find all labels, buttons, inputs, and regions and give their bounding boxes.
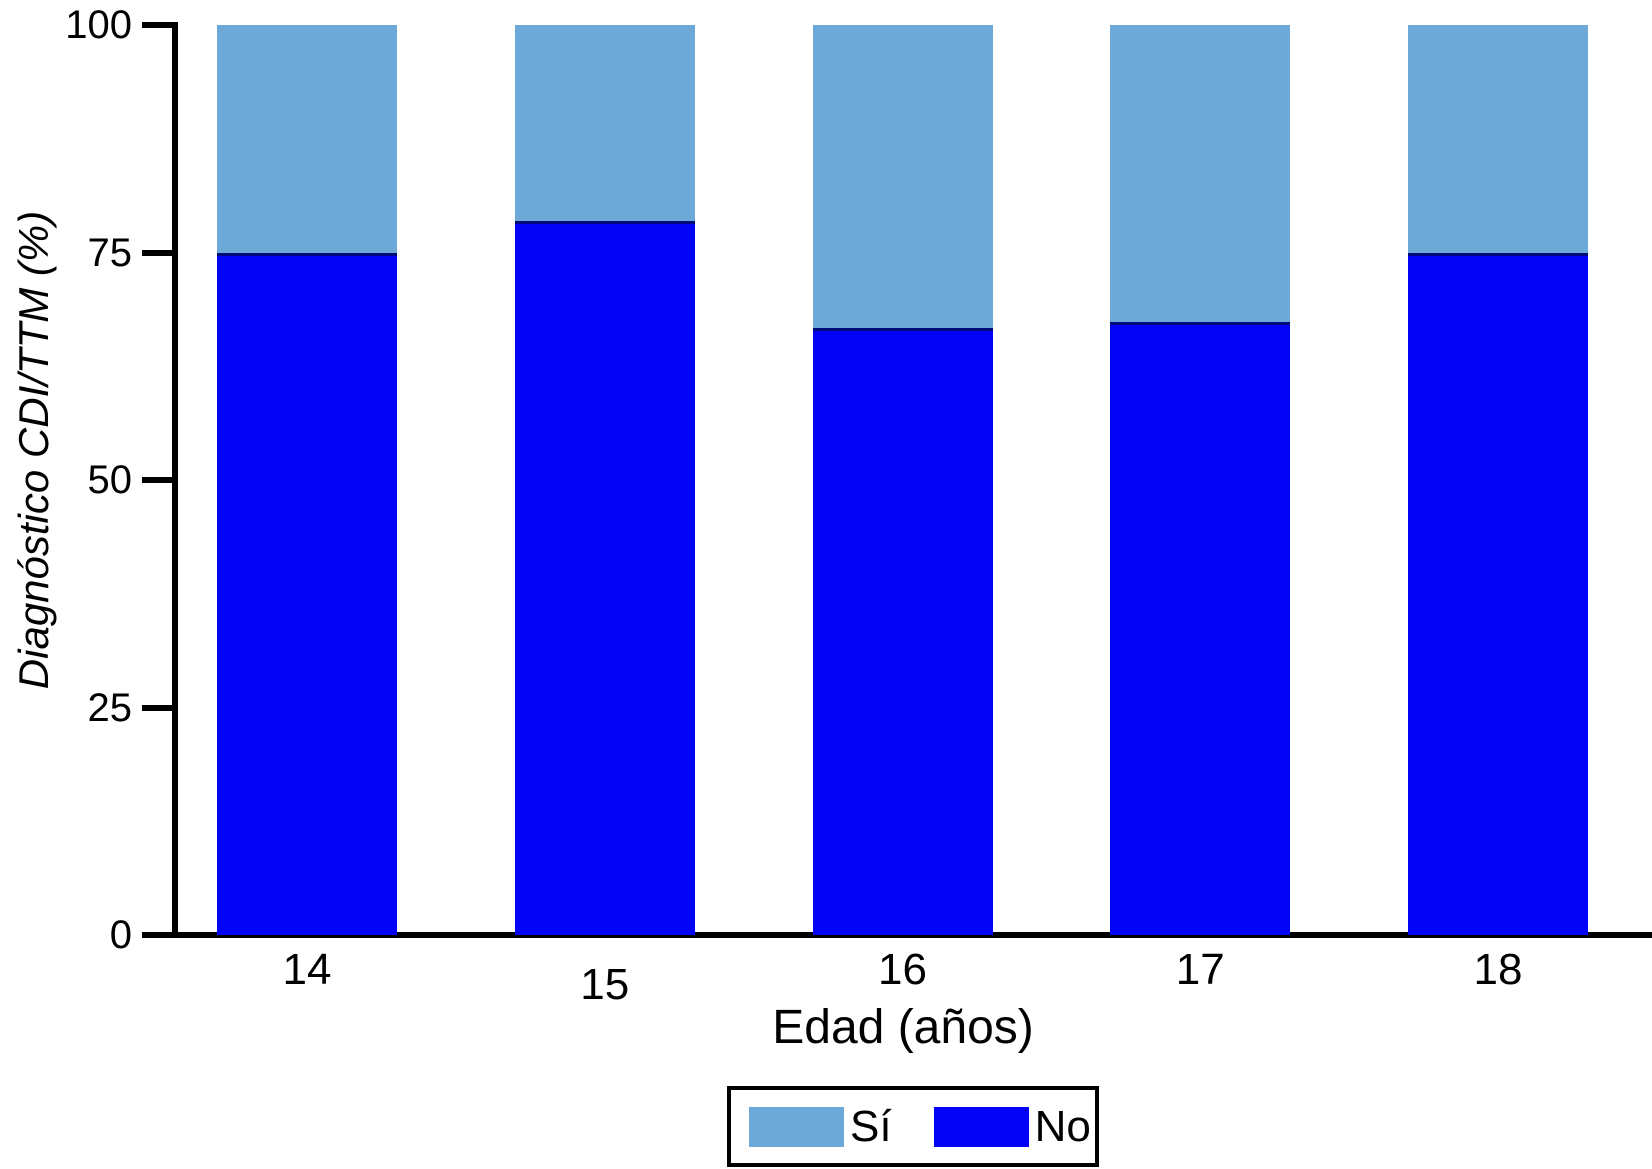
x-axis-line bbox=[172, 932, 1652, 938]
y-tick-label-100: 100 bbox=[65, 3, 132, 47]
y-tick-100 bbox=[142, 22, 178, 28]
y-tick-25 bbox=[142, 704, 178, 711]
bar-16-segment-No bbox=[812, 328, 993, 935]
legend: Sí No bbox=[727, 1086, 1099, 1167]
legend-label-Sí: Sí bbox=[850, 1101, 892, 1151]
x-axis-title: Edad (años) bbox=[772, 1001, 1034, 1054]
legend-label-No: No bbox=[1034, 1101, 1091, 1151]
x-tick-label-16: 16 bbox=[878, 945, 927, 994]
bar-18-segment-No bbox=[1408, 252, 1588, 935]
x-tick-label-18: 18 bbox=[1473, 945, 1523, 994]
legend-item-Sí: Sí bbox=[749, 1101, 892, 1151]
x-tick-label-17: 17 bbox=[1175, 945, 1225, 994]
bar-17-segment-No bbox=[1110, 321, 1291, 935]
y-tick-label-50: 50 bbox=[87, 458, 133, 502]
legend-item-No: No bbox=[933, 1101, 1091, 1151]
y-tick-label-0: 0 bbox=[109, 913, 132, 957]
x-tick-label-15: 15 bbox=[580, 960, 630, 1009]
y-tick-label-25: 25 bbox=[87, 685, 133, 730]
y-tick-50 bbox=[142, 477, 178, 483]
y-tick-0 bbox=[142, 932, 178, 938]
legend-swatch-No bbox=[933, 1106, 1029, 1147]
legend-swatch-Sí bbox=[749, 1106, 844, 1147]
bar-14-segment-Sí bbox=[217, 25, 397, 253]
y-tick-75 bbox=[142, 249, 178, 256]
x-tick-label-14: 14 bbox=[282, 945, 332, 994]
bar-15-segment-Sí bbox=[514, 25, 695, 221]
bar-18-segment-Sí bbox=[1408, 25, 1588, 253]
bar-15-segment-No bbox=[514, 220, 695, 935]
y-tick-label-75: 75 bbox=[87, 230, 133, 275]
bar-17-segment-Sí bbox=[1110, 25, 1291, 322]
bar-16-segment-Sí bbox=[812, 25, 993, 329]
bar-14-segment-No bbox=[217, 252, 397, 935]
